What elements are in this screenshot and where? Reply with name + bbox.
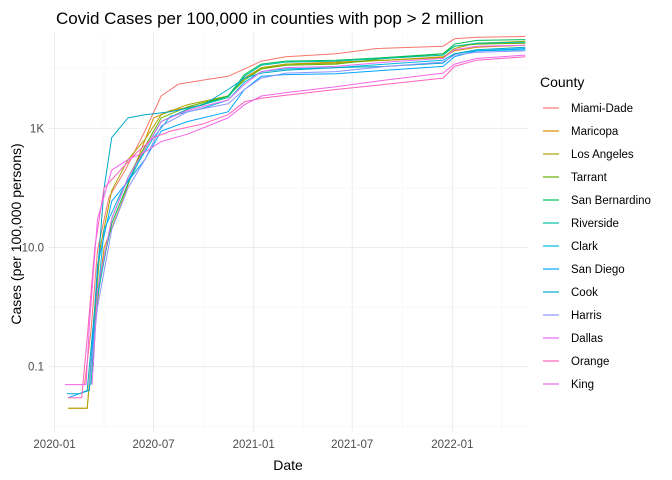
legend-label-tarrant: Tarrant (571, 172, 608, 184)
series-line-king (64, 54, 526, 386)
series-layer (64, 36, 526, 409)
series-line-cook (67, 46, 526, 395)
x-tick-label: 2020-07 (132, 439, 174, 451)
series-line-tarrant (91, 42, 526, 367)
legend-label-harris: Harris (571, 310, 602, 322)
x-axis-title: Date (273, 457, 303, 473)
series-line-san-bernardino (92, 39, 526, 367)
legend-label-maricopa: Maricopa (571, 126, 619, 138)
y-axis-title: Cases (per 100,000 persons) (8, 143, 24, 324)
legend-label-dallas: Dallas (571, 333, 603, 345)
series-line-harris (88, 50, 526, 385)
x-tick-label: 2021-01 (233, 439, 275, 451)
chart-title: Covid Cases per 100,000 in counties with… (56, 9, 484, 28)
x-tick-label: 2021-07 (331, 439, 373, 451)
legend-label-miami-dade: Miami-Dade (571, 103, 633, 115)
x-axis-ticks: 2020-01 2020-07 2021-01 2021-07 2022-01 (33, 439, 473, 451)
x-tick-label: 2020-01 (33, 439, 75, 451)
y-tick-label: 1K (30, 123, 44, 135)
series-line-orange (68, 56, 526, 399)
legend-label-orange: Orange (571, 356, 609, 368)
grid (48, 33, 528, 432)
x-tick-label: 2022-01 (431, 439, 473, 451)
y-tick-label: 10.0 (22, 243, 44, 255)
y-tick-label: 0.1 (28, 362, 44, 374)
series-line-clark (88, 49, 526, 385)
legend-title: County (540, 74, 584, 90)
legend-label-san-diego: San Diego (571, 264, 625, 276)
legend-label-los-angeles: Los Angeles (571, 149, 634, 161)
series-line-riverside (90, 41, 526, 385)
legend-label-cook: Cook (571, 287, 598, 299)
series-line-maricopa (68, 44, 526, 409)
legend: County Miami-Dade Maricopa Los Angeles Tarr… (540, 74, 651, 391)
legend-label-king: King (571, 379, 594, 391)
series-line-dallas (91, 44, 526, 385)
legend-label-riverside: Riverside (571, 218, 619, 230)
legend-label-san-bernardino: San Bernardino (571, 195, 651, 207)
series-line-san-diego (67, 48, 526, 399)
series-line-los-angeles (68, 40, 526, 409)
legend-label-clark: Clark (571, 241, 598, 253)
series-line-miami-dade (84, 36, 526, 385)
y-axis-ticks: 0.1 10.0 1K (22, 123, 45, 373)
